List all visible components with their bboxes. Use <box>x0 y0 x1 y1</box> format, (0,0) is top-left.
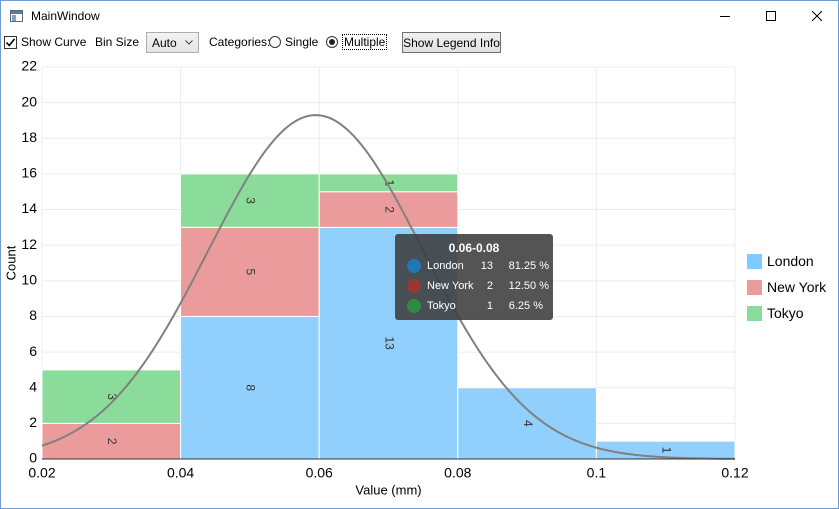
multiple-radio-circle[interactable] <box>326 36 338 48</box>
bar-new-york <box>318 191 459 228</box>
legend-label-new-york: New York <box>767 279 827 295</box>
bin-size-value: Auto <box>152 35 177 50</box>
app-icon <box>10 10 23 22</box>
y-tick-label: 8 <box>29 307 37 323</box>
y-tick-label: 14 <box>21 200 37 216</box>
tooltip-name-london: London <box>427 260 464 272</box>
categories-label: Categories: <box>209 35 271 49</box>
y-tick-label: 4 <box>29 378 37 394</box>
bar-london <box>457 387 597 460</box>
bar-london <box>180 315 320 460</box>
y-tick-label: 16 <box>21 165 37 181</box>
tooltip-dot-new-york <box>407 279 421 293</box>
maximize-button[interactable] <box>748 1 794 31</box>
show-curve-checkbox[interactable]: Show Curve <box>4 31 86 53</box>
tooltip-row-new-york: New York 2 12.50 % <box>407 277 549 295</box>
x-tick-label: 0.08 <box>444 465 471 481</box>
y-tick-label: 2 <box>29 414 37 430</box>
bar-tokyo <box>318 173 459 193</box>
legend-swatch-london <box>747 253 762 269</box>
bar-value-label: 8 <box>244 384 258 391</box>
bar-tokyo <box>180 173 320 228</box>
single-radio[interactable]: Single <box>269 31 318 53</box>
y-axis-title: Count <box>3 245 18 280</box>
bar-value-label: 2 <box>382 206 396 213</box>
tooltip-row-tokyo: Tokyo 1 6.25 % <box>407 297 543 315</box>
bar-labels-group: 2 3 8 5 3 13 2 1 4 1 <box>105 179 673 453</box>
minimize-button[interactable] <box>702 1 748 31</box>
bar-value-label: 3 <box>244 197 258 204</box>
distribution-curve <box>41 114 736 460</box>
legend-label-london: London <box>767 253 814 269</box>
y-tick-label: 10 <box>21 272 37 288</box>
minimize-icon <box>720 16 730 17</box>
single-radio-label: Single <box>285 35 319 49</box>
tooltip-name-new-york: New York <box>427 280 474 292</box>
y-tick-label: 12 <box>21 236 37 252</box>
y-tick-label: 22 <box>21 58 37 74</box>
chevron-down-icon <box>185 40 193 45</box>
bin-size-combobox[interactable]: Auto <box>146 32 199 53</box>
maximize-icon <box>766 11 776 21</box>
checkbox-box[interactable] <box>4 35 17 49</box>
tooltip-count-new-york: 2 <box>486 280 493 292</box>
show-curve-label: Show Curve <box>21 35 87 49</box>
tooltip-dot-london <box>407 259 421 273</box>
bin-size-label: Bin Size <box>95 35 140 49</box>
x-tick-label: 0.02 <box>28 465 55 481</box>
tooltip-name-tokyo: Tokyo <box>427 300 456 312</box>
tooltip-percent-london: 81.25 % <box>508 260 549 272</box>
bin-tooltip: 0.06-0.08 London 13 81.25 % New York 2 1… <box>395 234 553 320</box>
window-title: MainWindow <box>31 9 100 23</box>
legend-swatch-new-york <box>747 279 762 295</box>
y-tick-label: 18 <box>21 129 37 145</box>
close-icon <box>812 11 822 21</box>
tooltip-title: 0.06-0.08 <box>448 241 500 255</box>
x-tick-label: 0.04 <box>167 465 194 481</box>
x-axis-title: Value (mm) <box>355 482 421 497</box>
tooltip-dot-tokyo <box>407 299 421 313</box>
bar-value-label: 5 <box>244 269 258 276</box>
legend-label-tokyo: Tokyo <box>767 305 804 321</box>
y-tick-label: 0 <box>29 450 37 466</box>
tooltip-row-london: London 13 81.25 % <box>407 257 549 275</box>
title-bar[interactable]: MainWindow <box>1 1 838 31</box>
legend-item-tokyo[interactable]: Tokyo <box>747 300 839 326</box>
y-tick-label: 20 <box>21 93 37 109</box>
x-tick-label: 0.12 <box>721 465 748 481</box>
toolbar: Show Curve Bin Size Auto Categories: Sin… <box>1 31 838 55</box>
bar-value-label: 4 <box>521 420 535 427</box>
tooltip-percent-new-york: 12.50 % <box>508 280 549 292</box>
tooltip-count-london: 13 <box>480 260 493 272</box>
tooltip-count-tokyo: 1 <box>486 300 493 312</box>
legend-item-london[interactable]: London <box>747 248 839 274</box>
y-tick-label: 6 <box>29 343 37 359</box>
bar-value-label: 2 <box>105 438 119 445</box>
legend-swatch-tokyo <box>747 305 762 321</box>
bar-value-label: 1 <box>382 179 396 186</box>
show-legend-info-button[interactable]: Show Legend Info <box>402 32 501 53</box>
legend: London New York Tokyo <box>747 248 839 326</box>
bar-value-label: 1 <box>660 447 674 454</box>
curve-group <box>41 114 736 460</box>
tooltip-percent-tokyo: 6.25 % <box>508 300 543 312</box>
multiple-radio-label: Multiple <box>342 34 388 50</box>
bar-value-label: 13 <box>382 337 396 351</box>
legend-item-new-york[interactable]: New York <box>747 274 839 300</box>
x-tick-label: 0.1 <box>587 465 607 481</box>
close-button[interactable] <box>794 1 839 31</box>
single-radio-circle[interactable] <box>269 36 281 48</box>
multiple-radio[interactable]: Multiple <box>326 31 388 53</box>
checkmark-icon <box>5 37 16 47</box>
bar-value-label: 3 <box>105 393 119 400</box>
x-tick-label: 0.06 <box>306 465 333 481</box>
